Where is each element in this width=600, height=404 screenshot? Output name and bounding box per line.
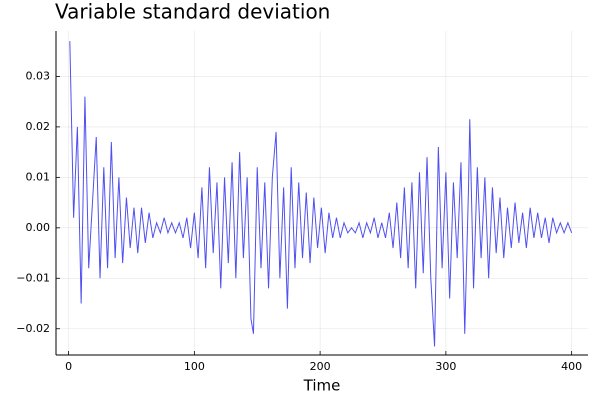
x-tick-label: 400 [561,360,582,373]
x-tick-label: 100 [184,360,205,373]
x-tick-label: 300 [435,360,456,373]
x-axis-label: Time [303,377,341,395]
y-tick-label: −0.02 [16,322,50,335]
y-tick-label: 0.03 [26,69,51,82]
data-line [69,41,573,347]
y-tick-label: 0.01 [26,170,51,183]
x-tick-label: 200 [310,360,331,373]
y-tick-label: 0.00 [26,221,51,234]
x-tick-label: 0 [65,360,72,373]
y-tick-label: −0.01 [16,271,50,284]
y-tick-label: 0.02 [26,120,51,133]
chart-title: Variable standard deviation [55,0,330,24]
